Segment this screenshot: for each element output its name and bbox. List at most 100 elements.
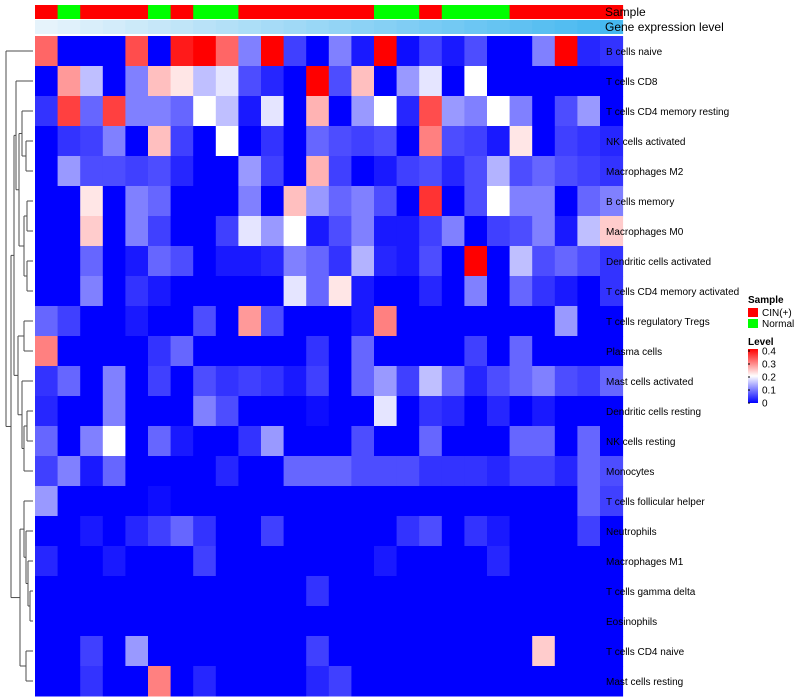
heatmap-cell [35, 576, 59, 607]
heatmap-cell [102, 216, 126, 247]
heatmap-cell [170, 396, 194, 427]
sample-annotation-cell [238, 5, 262, 19]
heatmap-cell [283, 156, 307, 187]
heatmap-cell [464, 336, 488, 367]
heatmap-cell [328, 276, 352, 307]
heatmap-cell [577, 456, 601, 487]
heatmap-cell [464, 186, 488, 217]
heatmap-cell [215, 426, 239, 457]
heatmap-cell [464, 216, 488, 247]
heatmap-cell [374, 36, 398, 67]
heatmap-cell [35, 276, 59, 307]
heatmap-cell [215, 36, 239, 67]
heatmap-cell [80, 306, 104, 337]
expression-annotation-cell [554, 20, 578, 34]
heatmap-cell [125, 516, 149, 547]
heatmap-cell [464, 396, 488, 427]
heatmap-cell [396, 636, 420, 667]
expression-annotation-cell [148, 20, 172, 34]
heatmap-cell [351, 36, 375, 67]
heatmap-cell [102, 576, 126, 607]
heatmap-cell [554, 546, 578, 577]
heatmap-cell [306, 276, 330, 307]
heatmap-cell [464, 96, 488, 127]
heatmap-cell [487, 636, 511, 667]
heatmap-cell [351, 276, 375, 307]
heatmap-cell [577, 216, 601, 247]
heatmap-cell [57, 336, 81, 367]
heatmap-cell [532, 306, 556, 337]
heatmap-cell [351, 516, 375, 547]
heatmap-cell [441, 186, 465, 217]
heatmap-cell [238, 396, 262, 427]
heatmap-cell [396, 186, 420, 217]
sample-annotation-cell [554, 5, 578, 19]
heatmap-cell [487, 126, 511, 157]
heatmap-cell [57, 96, 81, 127]
row-dendrogram [5, 50, 33, 682]
legend-swatch-cin [748, 308, 758, 317]
heatmap-cell [283, 486, 307, 517]
heatmap-cell [193, 96, 217, 127]
heatmap-cell [306, 36, 330, 67]
heatmap-cell [283, 306, 307, 337]
heatmap-cell [170, 366, 194, 397]
heatmap-cell [102, 426, 126, 457]
heatmap-cell [215, 336, 239, 367]
row-label: T cells gamma delta [606, 587, 696, 598]
heatmap-cell [215, 576, 239, 607]
heatmap-cell [577, 306, 601, 337]
heatmap-cell [328, 606, 352, 637]
heatmap-cell [238, 276, 262, 307]
sample-annotation-cell [215, 5, 239, 19]
heatmap-cell [80, 666, 104, 697]
heatmap-cell [170, 66, 194, 97]
heatmap-cell [554, 246, 578, 277]
sample-annotation-cell [57, 5, 81, 19]
expression-annotation-cell [102, 20, 126, 34]
heatmap-cell [554, 396, 578, 427]
heatmap-cell [487, 486, 511, 517]
heatmap-cell [419, 456, 443, 487]
heatmap-cell [554, 636, 578, 667]
heatmap-cell [396, 516, 420, 547]
heatmap-cell [170, 546, 194, 577]
heatmap-cell [441, 366, 465, 397]
heatmap-cell [374, 426, 398, 457]
legend-color-bar [748, 349, 758, 403]
expression-annotation-cell [80, 20, 104, 34]
heatmap-cell [102, 36, 126, 67]
heatmap-cell [464, 126, 488, 157]
heatmap-cell [374, 336, 398, 367]
heatmap-cell [328, 456, 352, 487]
heatmap-cell [306, 576, 330, 607]
heatmap-cell [351, 666, 375, 697]
heatmap-cell [532, 486, 556, 517]
heatmap-cell [374, 66, 398, 97]
heatmap-cell [102, 546, 126, 577]
heatmap-cells [35, 36, 624, 697]
heatmap-cell [487, 666, 511, 697]
heatmap-cell [487, 576, 511, 607]
heatmap-cell [193, 216, 217, 247]
heatmap-cell [148, 216, 172, 247]
heatmap-cell [396, 96, 420, 127]
heatmap-cell [193, 606, 217, 637]
heatmap-cell [577, 396, 601, 427]
sample-annotation-cell [351, 5, 375, 19]
heatmap-cell [600, 36, 624, 67]
heatmap-cell [351, 546, 375, 577]
heatmap-cell [532, 396, 556, 427]
heatmap-cell [193, 576, 217, 607]
heatmap-cell [148, 246, 172, 277]
expression-annotation-cell [419, 20, 443, 34]
heatmap-cell [261, 666, 285, 697]
heatmap-cell [396, 66, 420, 97]
heatmap-cell [306, 636, 330, 667]
heatmap-cell [102, 306, 126, 337]
heatmap-cell [532, 606, 556, 637]
row-label: Plasma cells [606, 347, 662, 358]
heatmap-cell [148, 576, 172, 607]
heatmap-cell [35, 456, 59, 487]
heatmap-cell [351, 186, 375, 217]
